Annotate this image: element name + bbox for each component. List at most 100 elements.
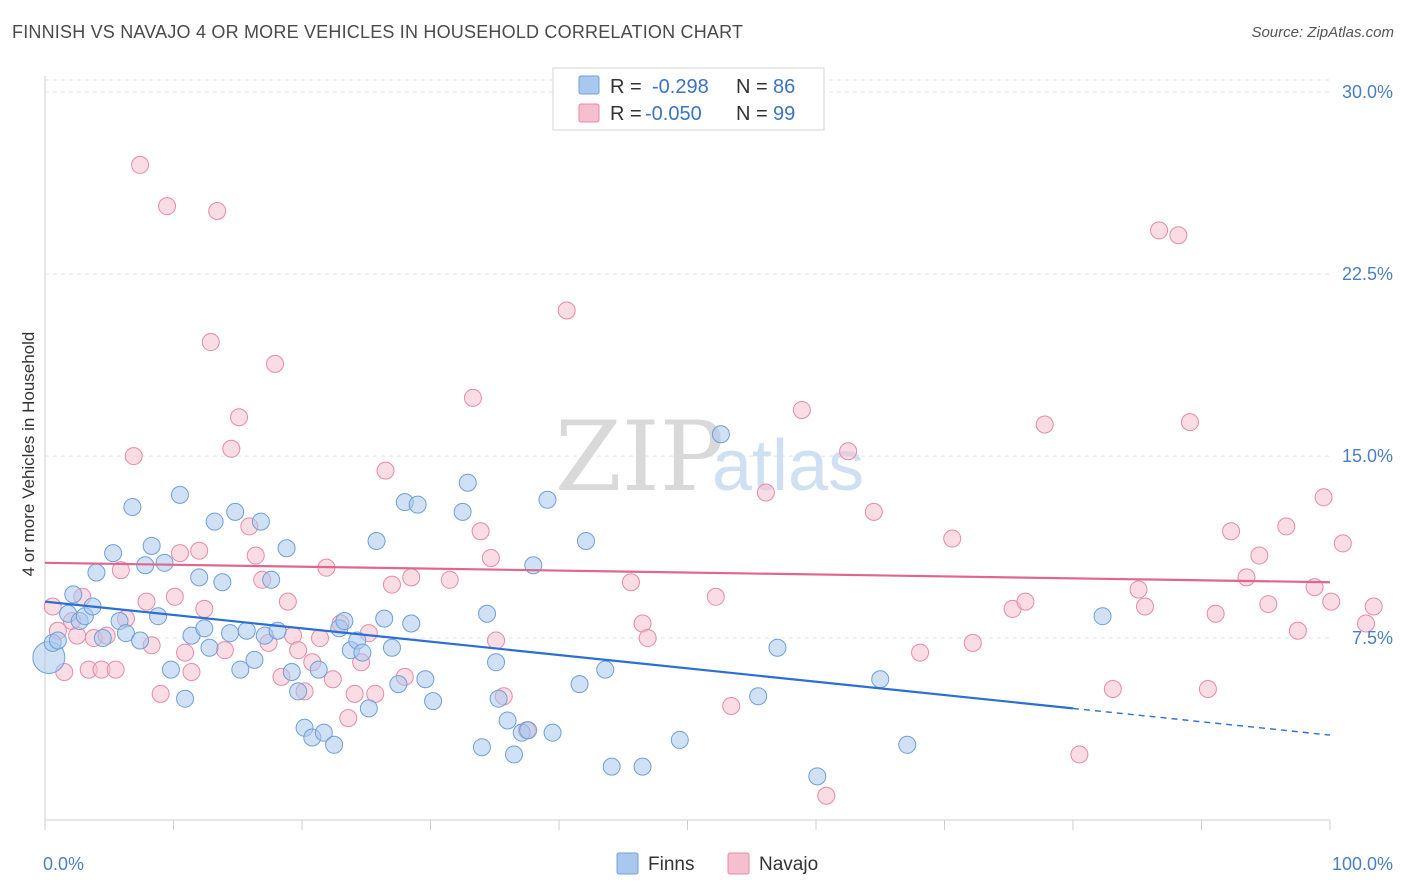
navajo-point-70: [839, 442, 858, 461]
navajo-point-81: [1135, 597, 1154, 616]
navajo-point-22: [182, 663, 201, 681]
legend-navajo-swatch: [578, 103, 600, 123]
finns-point-4: [64, 585, 83, 604]
navajo-point-36: [278, 592, 297, 611]
navajo-point-78: [1070, 745, 1089, 764]
legend-navajo-r-value: -0.050: [645, 103, 702, 125]
navajo-point-94: [1314, 488, 1333, 507]
navajo-point-20: [170, 544, 189, 563]
legend-finns-n-label: N =: [736, 76, 768, 98]
navajo-point-10: [106, 660, 125, 679]
navajo-point-54: [440, 570, 459, 589]
finns-points: [32, 425, 1112, 786]
finns-point-2: [48, 631, 67, 650]
finns-point-18: [155, 553, 174, 572]
source-credit: Source: ZipAtlas.com: [1251, 24, 1394, 41]
finns-point-32: [245, 650, 264, 669]
navajo-point-29: [230, 408, 249, 427]
navajo-point-89: [1250, 546, 1269, 565]
navajo-trend-line: [44, 561, 1331, 584]
finns-point-37: [277, 539, 296, 558]
navajo-point-51: [382, 575, 401, 594]
legend-finns-n-value: 86: [773, 76, 795, 98]
bottom-legend-finns-swatch: [616, 852, 639, 875]
navajo-point-79: [1103, 679, 1122, 698]
legend-finns-r-label: R =: [610, 76, 642, 98]
y-tick-label-2: 22.5%: [1342, 264, 1393, 284]
finns-trend-line: [44, 600, 1074, 710]
finns-point-39: [289, 682, 308, 701]
x-tick-label-1: 100.0%: [1332, 854, 1393, 874]
bottom-legend-navajo-label: Navajo: [759, 854, 818, 875]
navajo-point-50: [376, 461, 395, 480]
navajo-point-27: [215, 641, 234, 660]
navajo-point-55: [463, 388, 482, 407]
chart-title: FINNISH VS NAVAJO 4 OR MORE VEHICLES IN …: [12, 22, 744, 42]
navajo-point-69: [817, 786, 836, 805]
finns-point-73: [570, 675, 589, 694]
legend: R = -0.298 N = 86 R = -0.050 N = 99: [552, 67, 825, 131]
navajo-point-57: [481, 548, 500, 567]
y-axis-label: 4 or more Vehicles in Household: [19, 332, 38, 577]
watermark-zip: ZIP: [555, 401, 724, 513]
navajo-point-72: [911, 643, 930, 662]
navajo-point-28: [222, 439, 241, 458]
finns-point-49: [353, 643, 372, 662]
finns-point-57: [408, 495, 427, 514]
navajo-point-92: [1288, 621, 1307, 640]
navajo-point-74: [963, 633, 982, 652]
finns-point-23: [190, 568, 209, 587]
finns-point-82: [808, 767, 827, 786]
navajo-point-71: [864, 502, 883, 521]
navajo-point-19: [165, 587, 184, 606]
legend-finns-swatch: [578, 75, 600, 95]
navajo-points: [43, 155, 1383, 805]
finns-point-75: [596, 660, 615, 679]
navajo-point-87: [1222, 522, 1241, 541]
navajo-point-46: [345, 684, 364, 703]
finns-point-26: [205, 512, 224, 531]
x-tick-label-0: 0.0%: [43, 854, 84, 874]
y-tick-label-3: 30.0%: [1342, 82, 1393, 102]
finns-point-64: [487, 653, 506, 672]
watermark: ZIP atlas: [555, 401, 864, 513]
navajo-point-21: [176, 643, 195, 662]
finns-point-52: [375, 609, 394, 628]
trend-lines: [44, 561, 1331, 736]
finns-point-25: [200, 638, 219, 657]
navajo-point-91: [1277, 517, 1296, 536]
navajo-point-85: [1198, 679, 1217, 698]
finns-point-51: [367, 531, 386, 550]
finns-point-19: [161, 660, 180, 679]
navajo-point-98: [1364, 597, 1383, 616]
finns-point-80: [749, 687, 768, 706]
navajo-point-86: [1206, 604, 1225, 623]
navajo-point-13: [124, 447, 143, 466]
navajo-point-97: [1356, 614, 1375, 633]
finns-point-65: [489, 689, 508, 708]
navajo-point-34: [266, 354, 285, 373]
navajo-point-77: [1035, 415, 1054, 434]
finns-point-74: [576, 531, 595, 550]
navajo-point-65: [706, 587, 725, 606]
finns-point-69: [519, 721, 538, 740]
navajo-point-83: [1169, 226, 1188, 245]
finns-point-27: [213, 573, 232, 592]
navajo-point-82: [1150, 221, 1169, 240]
finns-point-66: [498, 711, 517, 730]
navajo-point-61: [557, 301, 576, 320]
finns-point-16: [142, 536, 161, 555]
finns-point-84: [898, 735, 917, 754]
finns-point-67: [505, 745, 524, 764]
finns-point-35: [262, 570, 281, 589]
finns-point-54: [389, 675, 408, 694]
legend-navajo-n-label: N =: [736, 103, 768, 125]
finns-point-44: [325, 735, 344, 754]
finns-point-33: [251, 512, 270, 531]
navajo-point-53: [402, 568, 421, 587]
navajo-point-62: [621, 573, 640, 592]
finns-point-59: [424, 692, 443, 711]
navajo-point-64: [638, 629, 657, 648]
legend-finns-r-value: -0.298: [652, 76, 709, 98]
